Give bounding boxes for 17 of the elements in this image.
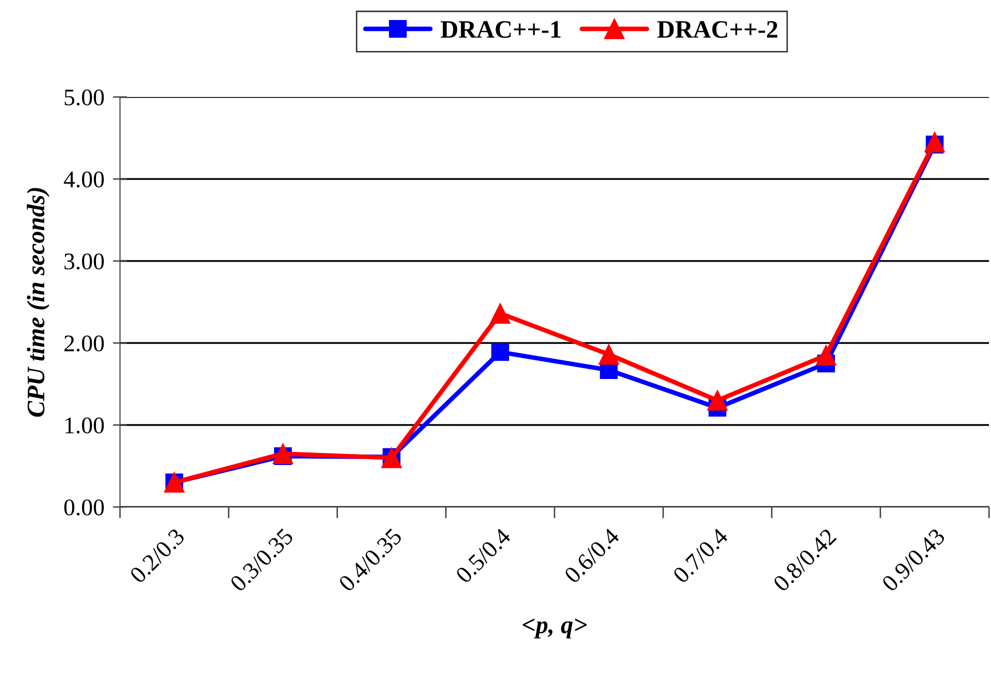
- point: [490, 303, 510, 324]
- y-tick-label: 4.00: [64, 171, 104, 188]
- y-tick-label: 1.00: [65, 417, 104, 434]
- x-axis-title: <p, q>: [522, 618, 587, 638]
- y-tick-label: 2.00: [64, 335, 104, 352]
- legend-label: DRAC++-2: [657, 21, 778, 38]
- point: [598, 344, 620, 365]
- y-tick-label: 5.00: [64, 89, 104, 106]
- point: [924, 132, 945, 152]
- y-axis-title: CPU time (in seconds): [26, 188, 50, 417]
- point: [816, 345, 836, 366]
- point: [707, 390, 728, 411]
- y-tick-label: 3.00: [64, 253, 104, 270]
- legend-label: DRAC++-1: [440, 21, 561, 38]
- point: [272, 443, 294, 464]
- y-tick-label: 0.00: [64, 499, 104, 516]
- point: [491, 343, 510, 361]
